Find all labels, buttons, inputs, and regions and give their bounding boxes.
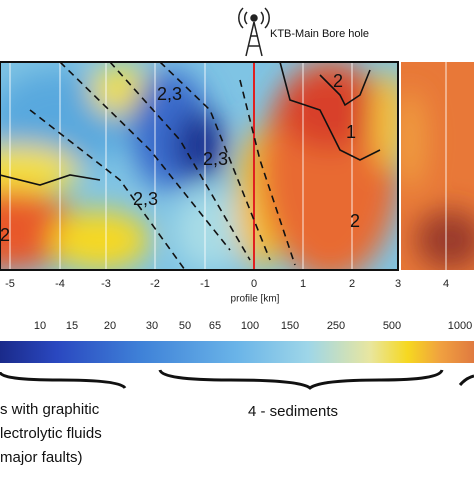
braces bbox=[0, 369, 474, 390]
scale-label: 150 bbox=[281, 320, 299, 332]
axis-label: profile [km] bbox=[231, 294, 280, 305]
resistivity-section-east bbox=[401, 62, 474, 270]
zone-label: 2 bbox=[350, 211, 360, 231]
tick-label: 1 bbox=[300, 278, 306, 290]
zone-label: 1 bbox=[346, 122, 356, 142]
zone-label: 2,3 bbox=[157, 84, 182, 104]
scale-label: 100 bbox=[241, 320, 259, 332]
scale-label: 65 bbox=[209, 320, 221, 332]
borehole-label: KTB-Main Bore hole bbox=[270, 28, 369, 40]
legend-text: lectrolytic fluids bbox=[0, 425, 102, 442]
antenna-icon bbox=[238, 7, 270, 57]
zone-label: 2,3 bbox=[203, 149, 228, 169]
legend-text: s with graphitic bbox=[0, 401, 100, 418]
tick-label: -5 bbox=[5, 278, 15, 290]
tick-label: -3 bbox=[101, 278, 111, 290]
tick-label: 0 bbox=[251, 278, 257, 290]
scale-label: 30 bbox=[146, 320, 158, 332]
tick-label: -4 bbox=[55, 278, 65, 290]
scale-label: 10 bbox=[34, 320, 46, 332]
section-frame bbox=[0, 61, 399, 271]
tick-label: 3 bbox=[395, 278, 401, 290]
tick-label: -1 bbox=[200, 278, 210, 290]
zone-label: 2,3 bbox=[133, 189, 158, 209]
zone-label: 2 bbox=[0, 225, 10, 245]
scale-label: 50 bbox=[179, 320, 191, 332]
faults bbox=[29, 61, 296, 271]
scale-label: 15 bbox=[66, 320, 78, 332]
scale-label: 500 bbox=[383, 320, 401, 332]
scale-label: 20 bbox=[104, 320, 116, 332]
color-bar bbox=[0, 341, 474, 363]
legend-text: 4 - sediments bbox=[248, 403, 338, 420]
zone-label: 2 bbox=[333, 71, 343, 91]
tick-label: -2 bbox=[150, 278, 160, 290]
tick-label: 4 bbox=[443, 278, 449, 290]
scale-label: 250 bbox=[327, 320, 345, 332]
scale-label: 1000 bbox=[448, 320, 472, 332]
boundaries bbox=[0, 61, 381, 186]
legend-text: major faults) bbox=[0, 449, 83, 466]
tick-label: 2 bbox=[349, 278, 355, 290]
